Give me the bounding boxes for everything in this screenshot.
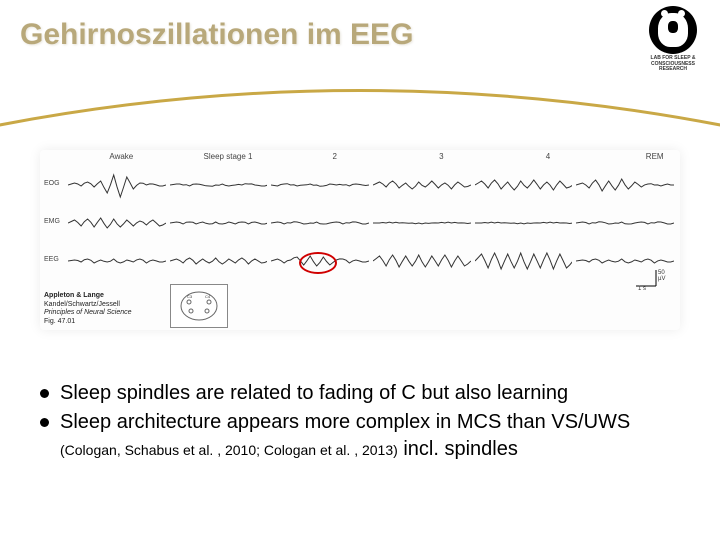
trace-panel [170, 168, 268, 202]
electrode-map-inset: C3 C4 [170, 284, 228, 328]
stage-label: Sleep stage 1 [175, 150, 282, 164]
trace-panel [271, 206, 369, 240]
row-label-eeg: EEG [44, 256, 59, 263]
trace-panel [576, 206, 674, 240]
svg-text:C4: C4 [205, 294, 211, 299]
lab-logo: LAB FOR SLEEP & CONSCIOUSNESS RESEARCH [638, 6, 708, 84]
emg-panels [68, 206, 674, 240]
eeg-panels [68, 244, 674, 278]
stage-label: 3 [388, 150, 495, 164]
stage-labels: Awake Sleep stage 1 2 3 4 REM [40, 150, 708, 164]
citation-fig: Fig. 47.01 [44, 318, 75, 325]
scale-bar: 1 s 50 µV [632, 266, 672, 292]
row-label-emg: EMG [44, 218, 60, 225]
trace-panel [373, 168, 471, 202]
sheep-icon [649, 6, 697, 54]
header: Gehirnoszillationen im EEG LAB FOR SLEEP… [0, 0, 720, 85]
decorative-arc [0, 78, 720, 138]
stage-label: REM [601, 150, 708, 164]
citation-authors: Kandel/Schwartz/Jessell [44, 301, 120, 308]
citation-publisher: Appleton & Lange [44, 292, 104, 299]
stage-label: 2 [281, 150, 388, 164]
scale-time: 1 s [638, 286, 646, 292]
trace-panel [475, 206, 573, 240]
trace-panel [170, 206, 268, 240]
bullet-item: Sleep spindles are related to fading of … [36, 380, 690, 407]
trace-panel [68, 206, 166, 240]
trace-panel [576, 168, 674, 202]
lab-logo-text: LAB FOR SLEEP & CONSCIOUSNESS RESEARCH [638, 56, 708, 73]
trace-panel [475, 168, 573, 202]
bullet-item: Sleep architecture appears more complex … [36, 409, 690, 463]
trace-panel [68, 244, 166, 278]
bullet-trailing: incl. spindles [398, 438, 518, 460]
trace-panel [170, 244, 268, 278]
citation-book: Principles of Neural Science [44, 309, 132, 316]
figure-citation: Appleton & Lange Kandel/Schwartz/Jessell… [44, 292, 132, 326]
trace-panel [271, 244, 369, 278]
trace-panel [373, 206, 471, 240]
eeg-figure: Awake Sleep stage 1 2 3 4 REM EOG EMG EE… [40, 150, 680, 330]
bullet-text: Sleep architecture appears more complex … [60, 411, 630, 433]
trace-panel [68, 168, 166, 202]
stage-label: 4 [495, 150, 602, 164]
trace-panel [475, 244, 573, 278]
stage-label: Awake [68, 150, 175, 164]
slide-title: Gehirnoszillationen im EEG [20, 18, 413, 52]
bullet-citation: (Cologan, Schabus et al. , 2010; Cologan… [60, 442, 398, 458]
trace-panel [373, 244, 471, 278]
row-label-eog: EOG [44, 180, 60, 187]
bullet-text: Sleep spindles are related to fading of … [60, 382, 568, 404]
svg-text:C3: C3 [187, 294, 193, 299]
trace-panel [271, 168, 369, 202]
eog-panels [68, 168, 674, 202]
bullet-list: Sleep spindles are related to fading of … [36, 380, 690, 465]
scale-voltage: 50 µV [658, 270, 672, 282]
eeg-trace-grid: EOG EMG EEG [68, 168, 674, 278]
